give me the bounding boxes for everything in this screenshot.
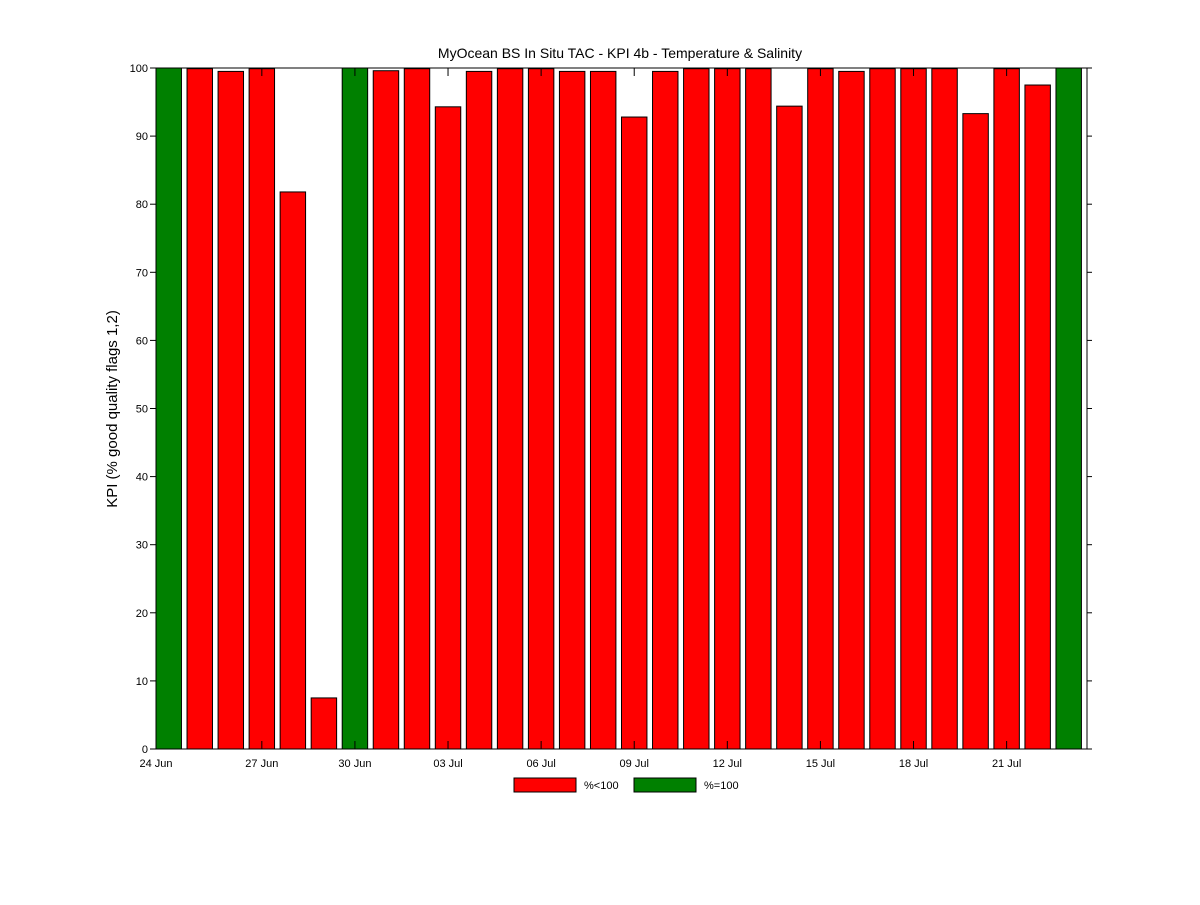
x-tick-label: 18 Jul [899,758,928,770]
bar-22-jul [1024,84,1051,750]
x-tick-label: 15 Jul [806,758,835,770]
chart-title: MyOcean BS In Situ TAC - KPI 4b - Temper… [438,45,802,61]
bar-14-jul [776,105,803,750]
y-axis: 0 10 20 30 40 50 60 70 80 90 100 [130,63,1092,756]
x-tick-label: 30 Jun [338,758,371,770]
y-tick-label: 100 [130,63,148,75]
bar-10-jul [652,70,679,750]
bar-04-jul [465,70,493,750]
y-tick-label: 60 [136,335,148,347]
y-tick-label: 40 [136,472,148,484]
legend: %<100 %=100 [513,777,739,793]
y-tick-label: 0 [142,744,148,756]
y-tick-label: 30 [136,540,148,552]
bar-02-jul [403,68,431,750]
bar-17-jul [869,68,896,750]
bar-29-jun [310,697,338,750]
bar-15-jul [807,68,834,750]
bar-13-jul [745,68,772,750]
y-tick-label: 80 [136,199,148,211]
bar-28-jun [279,191,307,750]
y-tick-label: 20 [136,608,148,620]
y-tick-label: 90 [136,131,148,143]
bar-30-jun [341,67,369,750]
bar-06-jul [527,68,555,750]
y-axis-label: KPI (% good quality flags 1,2) [104,310,121,508]
bar-20-jul [962,113,989,750]
x-tick-label: 21 Jul [992,758,1021,770]
bar-11-jul [683,68,710,750]
bar-27-jun [248,68,276,750]
bar-21-jul [993,68,1020,750]
bar-08-jul [589,70,617,750]
y-tick-label: 70 [136,267,148,279]
bar-12-jul [714,68,741,750]
x-tick-label: 12 Jul [713,758,742,770]
x-axis: 24 Jun 27 Jun 30 Jun 03 Jul 06 Jul 09 Jul 12 J… [139,68,1021,770]
bar-24-jun [155,67,182,750]
bar-05-jul [496,68,524,750]
bar-19-jul [931,68,958,750]
bar-16-jul [838,70,865,750]
legend-label: %=100 [704,780,739,792]
x-tick-label: 24 Jun [139,758,172,770]
x-tick-label: 27 Jun [245,758,278,770]
bar-25-jun [186,68,213,750]
legend-swatch [513,777,577,793]
legend-swatch [633,777,697,793]
bars-layer [155,67,1082,750]
bar-23-jul [1055,67,1082,750]
x-tick-label: 06 Jul [526,758,555,770]
bar-07-jul [558,70,586,750]
y-tick-label: 50 [136,404,148,416]
bar-26-jun [217,70,245,750]
y-tick-label: 10 [136,676,148,688]
x-tick-label: 09 Jul [620,758,649,770]
bar-03-jul [434,106,462,750]
legend-label: %<100 [584,780,619,792]
bar-09-jul [621,116,648,750]
bar-18-jul [900,68,927,750]
bar-01-jul [372,70,400,750]
x-tick-label: 03 Jul [433,758,462,770]
